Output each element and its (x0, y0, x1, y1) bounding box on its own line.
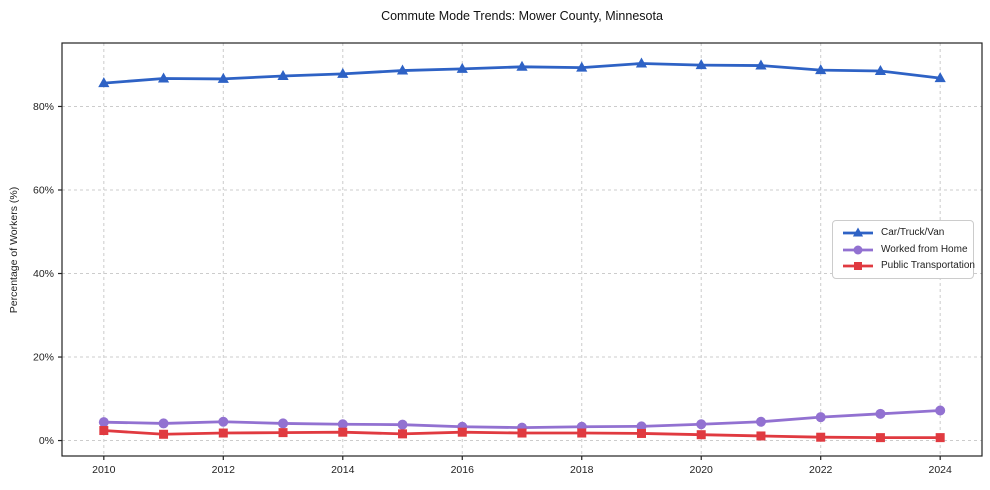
x-tick-label: 2010 (92, 464, 116, 476)
circle-marker (218, 416, 229, 427)
chart-title: Commute Mode Trends: Mower County, Minne… (381, 9, 663, 23)
square-marker (278, 428, 288, 438)
square-marker (338, 427, 348, 437)
legend-item-car-truck-van: Car/Truck/Van (833, 226, 973, 240)
triangle-marker (277, 69, 289, 80)
square-marker (577, 428, 587, 438)
legend-label: Car/Truck/Van (881, 226, 945, 238)
legend-item-worked-from-home: Worked from Home (833, 243, 973, 257)
series-car-truck-van (98, 57, 946, 88)
circle-marker (755, 416, 766, 427)
y-tick-label: 20% (33, 352, 54, 364)
legend: Car/Truck/Van Worked from Home Public Tr… (832, 220, 975, 279)
x-tick-label: 2024 (929, 464, 953, 476)
square-marker (159, 429, 169, 439)
x-tick-label: 2012 (212, 464, 236, 476)
square-marker (935, 433, 945, 443)
triangle-marker (755, 59, 767, 70)
circle-marker (636, 421, 647, 432)
legend-swatch-circle-icon (843, 245, 873, 254)
circle-marker (853, 245, 863, 254)
triangle-marker (396, 64, 409, 75)
circle-marker (815, 412, 826, 423)
square-marker (218, 428, 228, 438)
triangle-marker (934, 72, 946, 83)
triangle-marker (576, 61, 588, 72)
square-marker (398, 429, 408, 439)
square-marker (636, 428, 646, 438)
circle-marker (935, 405, 946, 416)
circle-marker (875, 408, 886, 419)
triangle-marker (635, 57, 648, 68)
square-marker (696, 430, 706, 440)
legend-swatch-square-icon (843, 262, 873, 271)
series-public-transportation (99, 426, 945, 443)
triangle-marker (337, 67, 349, 78)
square-marker (457, 427, 467, 437)
x-tick-labels: 2010 2012 2014 2016 2018 2020 2022 2024 (92, 464, 952, 476)
legend-swatch-triangle-icon (843, 227, 873, 237)
x-tick-label: 2016 (451, 464, 475, 476)
y-tick-labels: 0% 20% 40% 60% 80% (33, 101, 54, 447)
legend-item-public-transportation: Public Transportation (833, 259, 975, 273)
triangle-marker (852, 227, 864, 237)
triangle-marker (157, 72, 170, 83)
triangle-marker (695, 59, 707, 70)
square-marker (517, 428, 527, 438)
circle-marker (278, 418, 289, 429)
triangle-marker (815, 64, 827, 75)
legend-label: Public Transportation (881, 260, 975, 272)
x-tick-label: 2020 (690, 464, 714, 476)
triangle-marker (516, 60, 528, 71)
triangle-marker (874, 64, 887, 75)
circle-marker (98, 417, 109, 428)
y-tick-label: 60% (33, 184, 54, 196)
x-tick-label: 2022 (809, 464, 833, 476)
x-tick-label: 2014 (331, 464, 355, 476)
circle-marker (397, 419, 408, 430)
triangle-marker (456, 62, 468, 73)
y-tick-label: 80% (33, 101, 54, 113)
triangle-marker (98, 77, 110, 88)
triangle-marker (217, 72, 229, 83)
series-worked-from-home (98, 405, 946, 433)
y-tick-label: 40% (33, 268, 54, 280)
circle-marker (158, 418, 169, 429)
tick-marks (58, 105, 941, 460)
square-marker (99, 426, 109, 436)
plot-border (61, 42, 983, 457)
circle-marker (337, 419, 348, 430)
square-marker (756, 431, 766, 441)
legend-label: Worked from Home (881, 243, 968, 255)
square-marker (854, 262, 862, 271)
square-marker (816, 432, 826, 442)
circle-marker (696, 419, 707, 430)
gridlines (62, 43, 982, 456)
square-marker (875, 433, 885, 443)
x-tick-label: 2018 (570, 464, 594, 476)
y-tick-label: 0% (39, 435, 54, 447)
